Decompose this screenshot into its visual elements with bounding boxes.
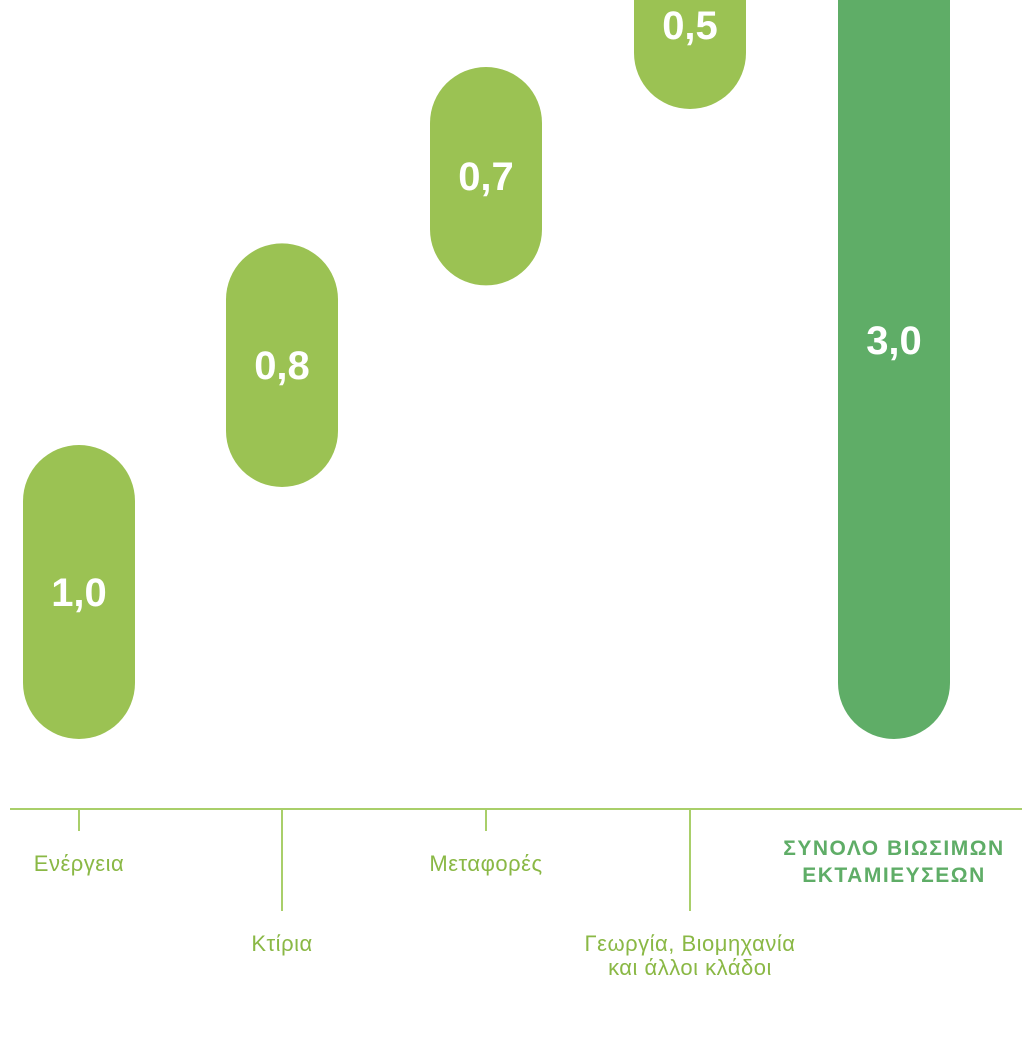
bar-value-label: 0,5 bbox=[662, 4, 718, 48]
bar-1 bbox=[226, 243, 338, 487]
bar-value-label: 1,0 bbox=[51, 571, 107, 615]
bar-value-label: 0,7 bbox=[458, 155, 514, 199]
bar-2 bbox=[430, 67, 542, 286]
x-axis-labels: Ενέργεια Κτίρια Μεταφορές Γεωργία, Βιομηχαν… bbox=[34, 837, 1004, 980]
x-axis-ticks bbox=[78, 809, 691, 911]
x-tick-label: Γεωργία, Βιομηχανία και άλλοι κλάδοι bbox=[585, 931, 796, 980]
x-tick-label: Ενέργεια bbox=[34, 851, 124, 876]
bar-3 bbox=[634, 0, 746, 109]
bar-total bbox=[838, 0, 950, 739]
bar-value-label: 3,0 bbox=[866, 319, 922, 363]
x-tick-label-total: ΣΥΝΟΛΟ ΒΙΩΣΙΜΩΝ ΕΚΤΑΜΙΕΥΣΕΩΝ bbox=[783, 837, 1004, 887]
bar-value-label: 0,8 bbox=[254, 344, 310, 388]
x-tick-label: Κτίρια bbox=[251, 931, 312, 956]
bars-layer: 1,0 0,8 0,7 0,5 3,0 bbox=[23, 0, 950, 739]
x-tick-label: Μεταφορές bbox=[429, 851, 542, 876]
bar-0 bbox=[23, 445, 135, 739]
